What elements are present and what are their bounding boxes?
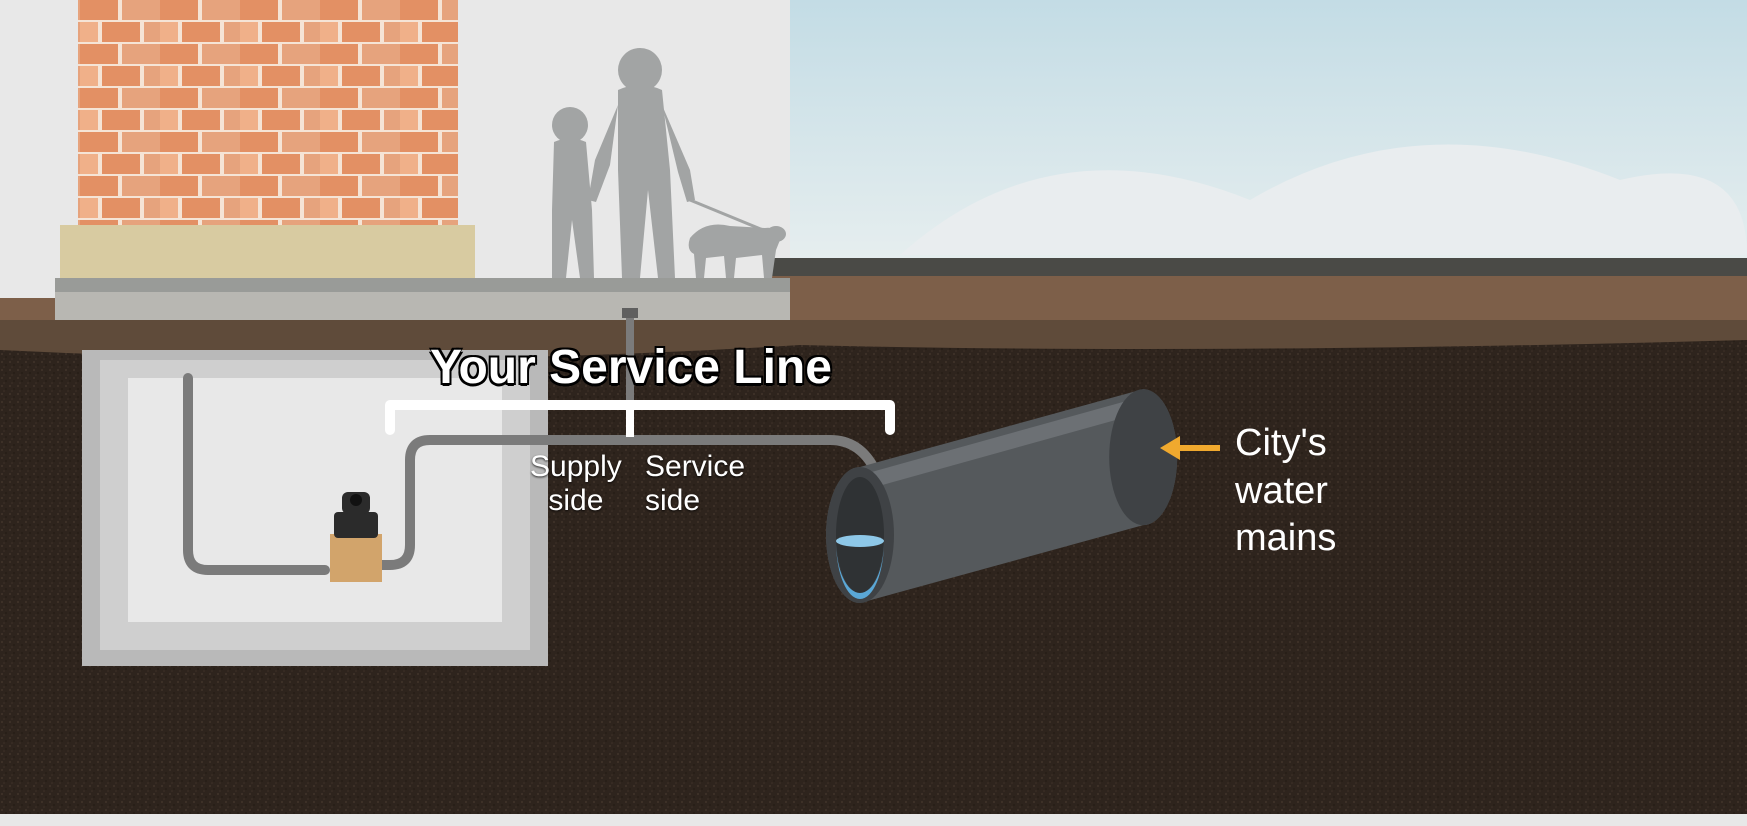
city-water-mains-label: City's water mains bbox=[1235, 420, 1336, 563]
supply-side-label: Supply side bbox=[530, 450, 622, 518]
service-side-label: Service side bbox=[645, 450, 745, 518]
diagram-svg bbox=[0, 0, 1747, 826]
diagram-stage: Your Service Line Supply side Service si… bbox=[0, 0, 1747, 826]
service-line-title: Your Service Line bbox=[430, 340, 832, 395]
